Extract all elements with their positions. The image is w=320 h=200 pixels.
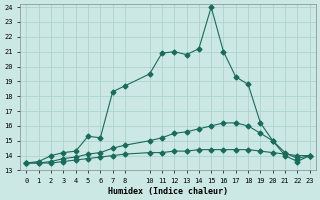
X-axis label: Humidex (Indice chaleur): Humidex (Indice chaleur)	[108, 187, 228, 196]
